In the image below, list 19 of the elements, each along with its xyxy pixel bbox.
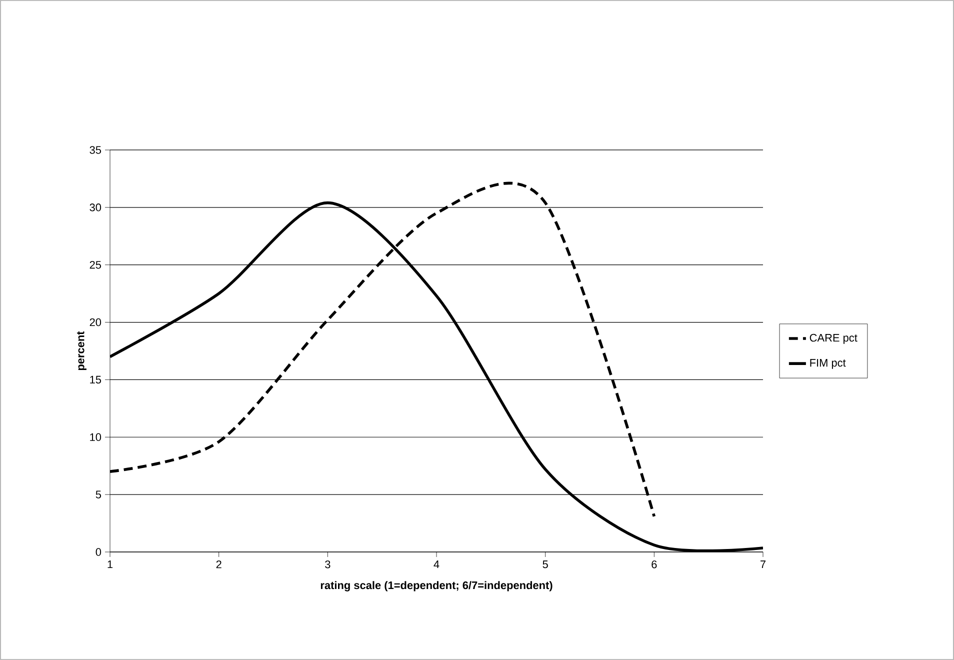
x-tick-label: 7 xyxy=(760,560,766,568)
x-tick-label: 1 xyxy=(108,560,113,568)
y-tick-label: 10 xyxy=(90,433,102,442)
x-tick-label: 4 xyxy=(434,560,440,568)
y-tick-label: 0 xyxy=(96,548,102,556)
y-tick-label: 25 xyxy=(90,260,102,269)
legend-label: CARE pct xyxy=(810,334,858,344)
y-tick-label: 35 xyxy=(90,146,102,154)
x-tick-label: 2 xyxy=(216,560,222,568)
x-tick-label: 3 xyxy=(325,560,330,568)
y-tick-label: 30 xyxy=(90,204,102,212)
x-tick-label: 6 xyxy=(652,560,657,568)
y-axis-title: percent xyxy=(77,331,86,370)
y-tick-label: 15 xyxy=(90,376,102,384)
y-tick-label: 5 xyxy=(96,490,102,498)
y-tick-label: 20 xyxy=(90,318,102,326)
x-axis-title: rating scale (1=dependent; 6/7=independent) xyxy=(320,581,552,592)
x-tick-label: 5 xyxy=(542,560,548,568)
legend-label: FIM pct xyxy=(810,359,846,369)
